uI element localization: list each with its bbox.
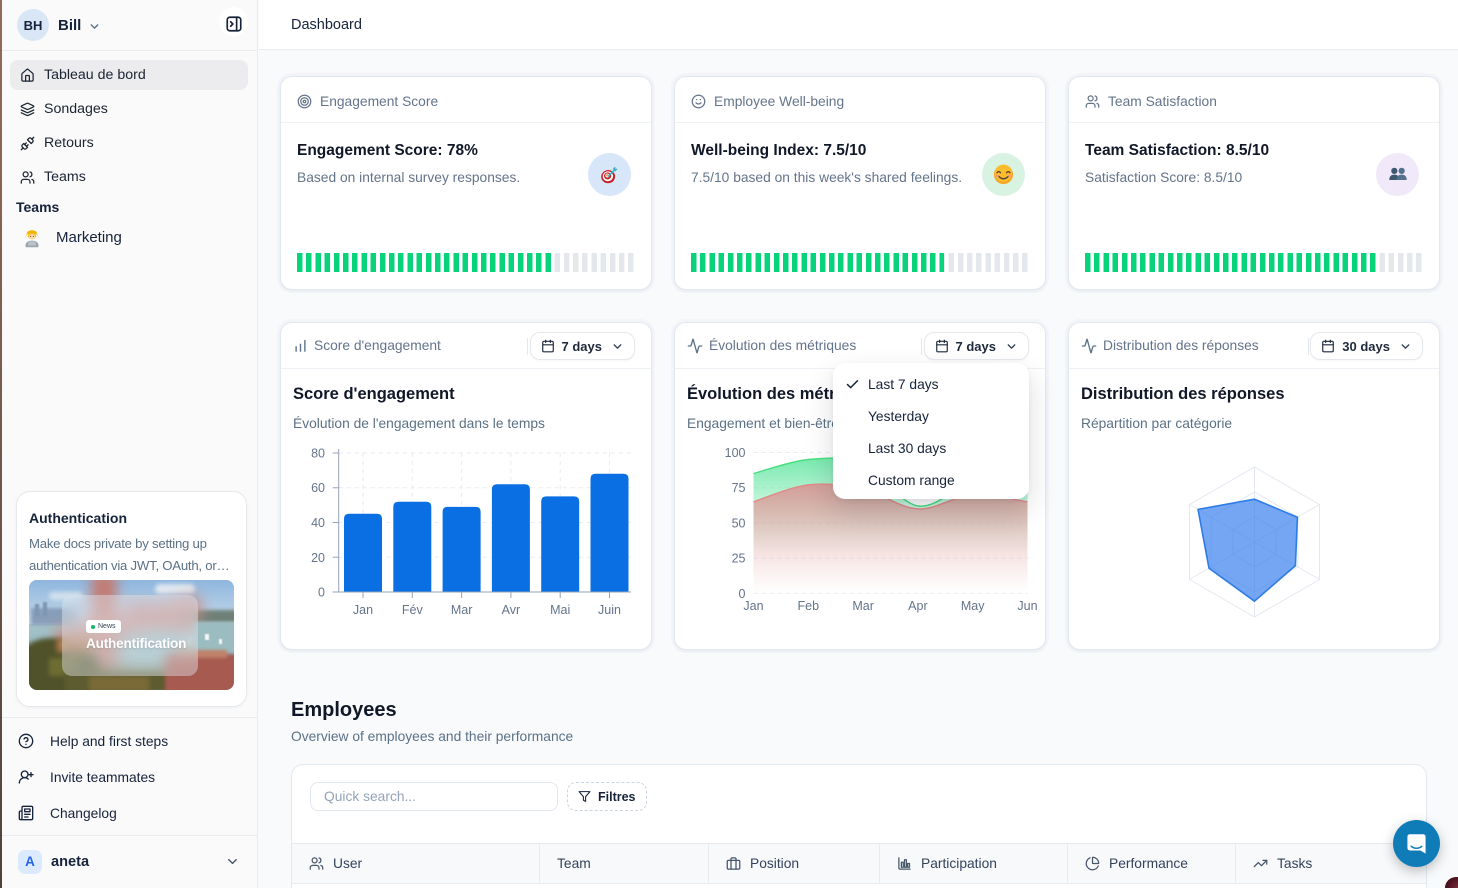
svg-text:20: 20 xyxy=(311,551,325,565)
svg-text:Feb: Feb xyxy=(798,599,820,613)
svg-text:Apr: Apr xyxy=(908,599,927,613)
svg-text:Jun: Jun xyxy=(1017,599,1037,613)
svg-text:Avr: Avr xyxy=(502,603,521,617)
svg-text:Juin: Juin xyxy=(598,603,621,617)
svg-text:Mar: Mar xyxy=(451,603,473,617)
svg-text:25: 25 xyxy=(732,552,746,566)
svg-text:60: 60 xyxy=(311,481,325,495)
svg-text:100: 100 xyxy=(725,446,746,460)
svg-text:75: 75 xyxy=(732,481,746,495)
svg-text:Mai: Mai xyxy=(550,603,570,617)
svg-text:0: 0 xyxy=(739,587,746,601)
svg-text:Jan: Jan xyxy=(353,603,373,617)
svg-text:80: 80 xyxy=(311,447,325,461)
svg-text:0: 0 xyxy=(318,586,325,600)
svg-text:Jan: Jan xyxy=(743,599,763,613)
svg-text:40: 40 xyxy=(311,516,325,530)
svg-text:May: May xyxy=(961,599,985,613)
svg-text:50: 50 xyxy=(732,516,746,530)
svg-text:Fév: Fév xyxy=(402,603,424,617)
svg-text:Mar: Mar xyxy=(852,599,874,613)
